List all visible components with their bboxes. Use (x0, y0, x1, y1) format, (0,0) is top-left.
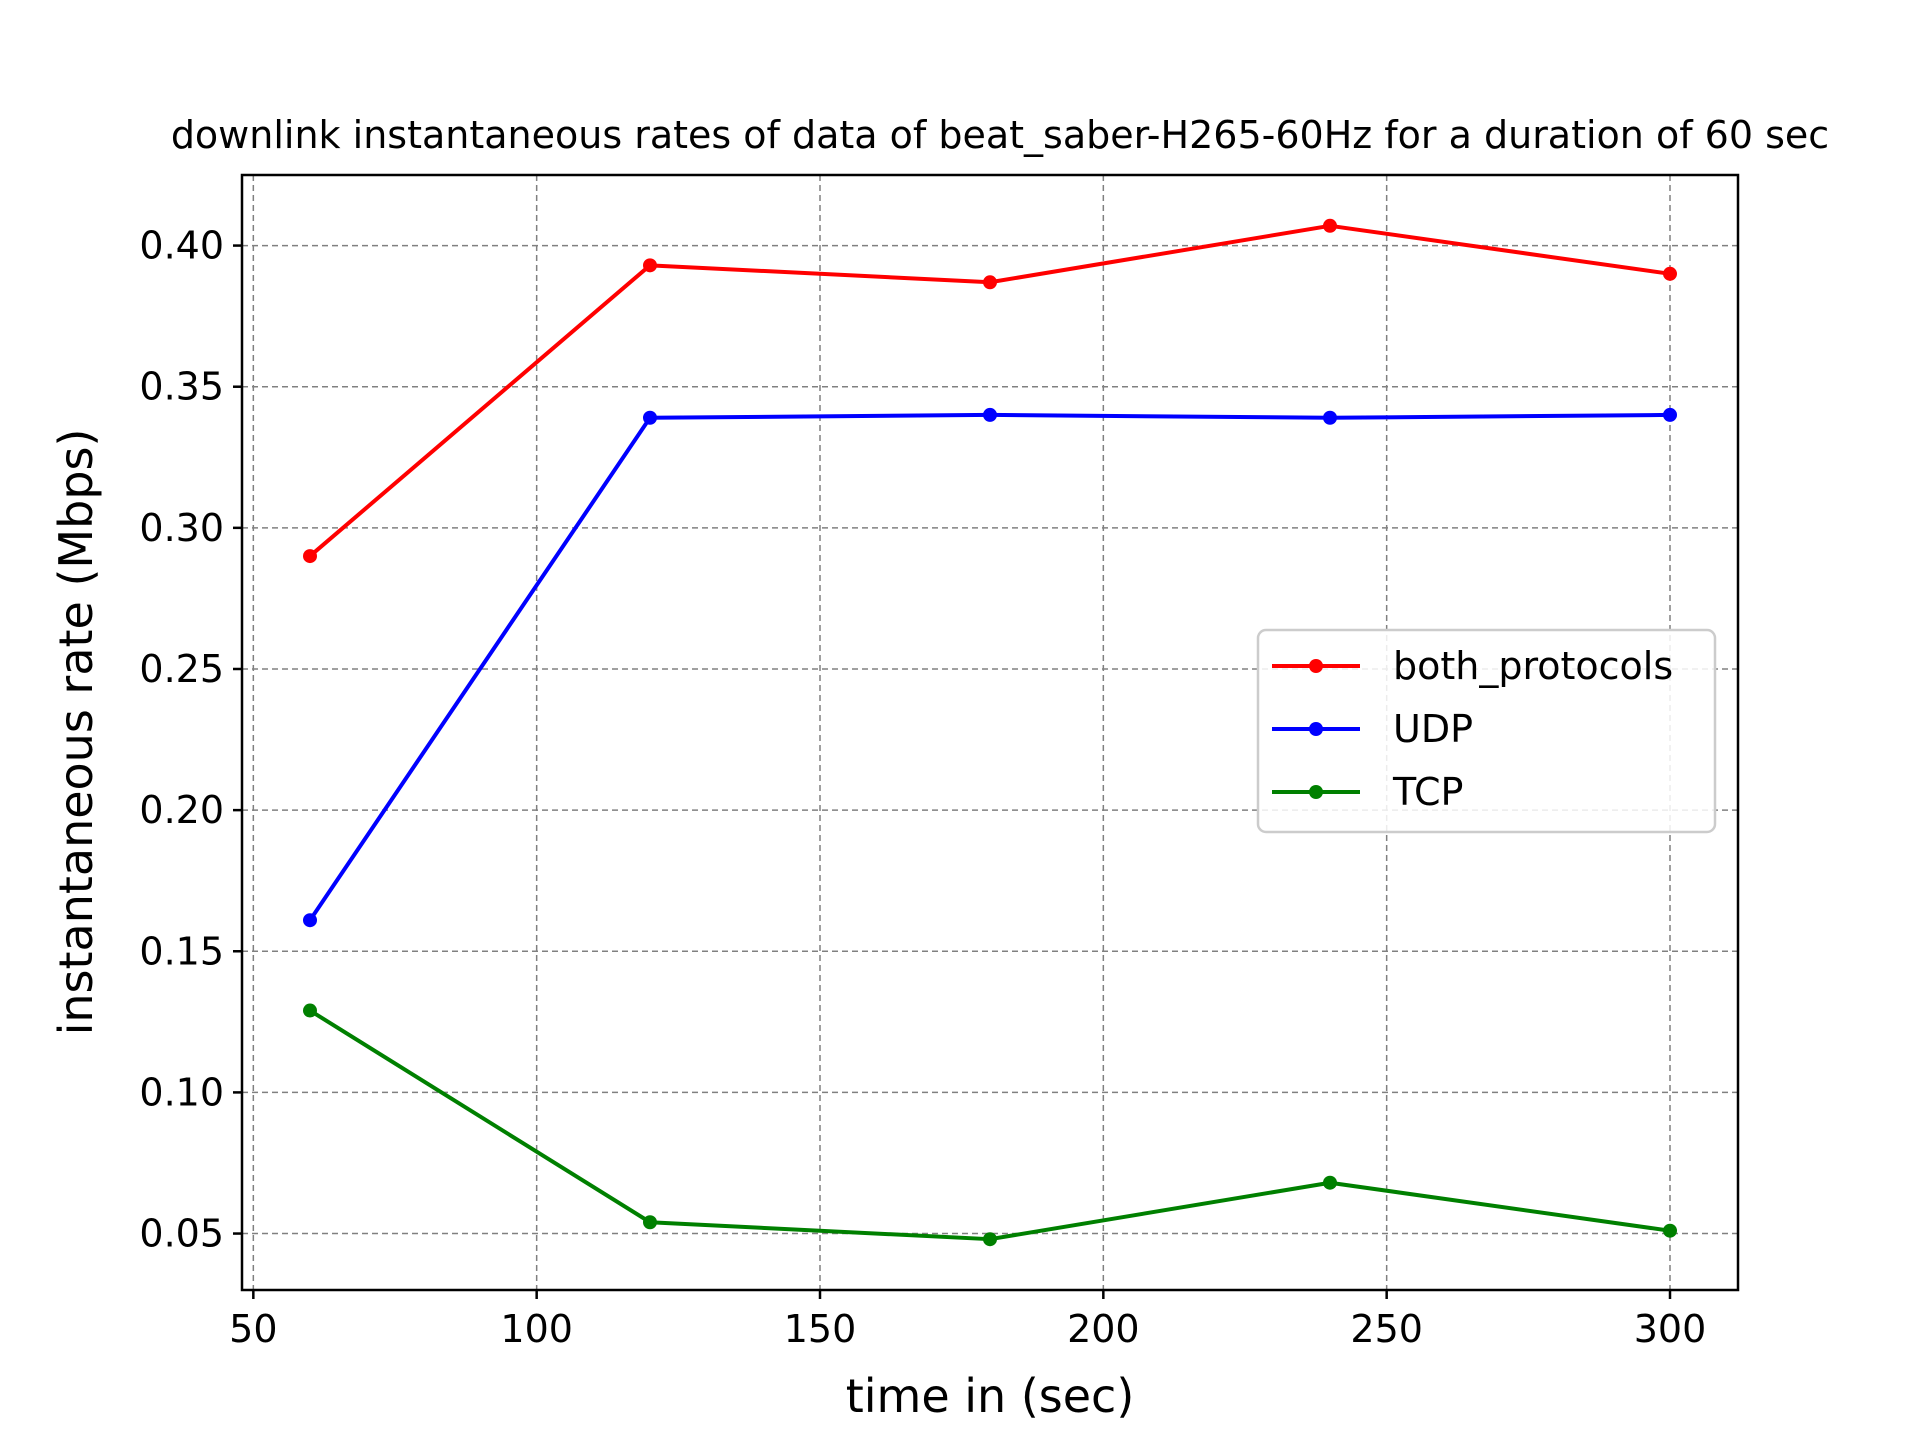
x-tick-label: 150 (784, 1307, 857, 1351)
data-point (983, 275, 997, 290)
y-tick-label: 0.15 (139, 929, 224, 973)
y-tick-label: 0.25 (139, 647, 224, 691)
legend-box (1256, 628, 1717, 834)
data-point (303, 1003, 317, 1018)
data-point (643, 1215, 657, 1230)
x-tick-label: 250 (1350, 1307, 1423, 1351)
legend-entry: both_protocols (1272, 644, 1673, 688)
series-line (308, 1008, 1671, 1242)
legend-marker (1309, 722, 1323, 736)
y-tick-label: 0.05 (139, 1212, 224, 1256)
legend-marker (1309, 785, 1323, 799)
series-lines (303, 218, 1677, 1247)
data-point (983, 1232, 997, 1247)
y-axis-label: instantaneous rate (Mbps) (49, 429, 103, 1036)
data-point (1663, 407, 1677, 422)
legend-marker (1309, 659, 1323, 673)
x-tick-label: 100 (500, 1307, 573, 1351)
y-tick-label: 0.40 (139, 224, 224, 268)
x-axis-label: time in (sec) (846, 1369, 1135, 1423)
y-axis-ticks: 0.05 0.10 0.15 0.20 0.25 0.30 0.35 0.40 (139, 224, 242, 1256)
series-udp (303, 407, 1677, 928)
legend-label: both_protocols (1393, 644, 1673, 688)
data-point (303, 913, 317, 928)
series-tcp (303, 1003, 1677, 1247)
legend-entry: UDP (1272, 707, 1473, 751)
data-point (983, 407, 997, 422)
legend: both_protocols UDP TCP (1256, 628, 1717, 834)
plot-area-frame (240, 173, 1740, 1292)
data-point (643, 258, 657, 273)
x-axis-ticks: 50 100 150 200 250 300 (229, 1290, 1706, 1351)
y-tick-label: 0.20 (139, 788, 224, 832)
data-point (1663, 266, 1677, 281)
legend-entry: TCP (1272, 770, 1463, 814)
x-tick-label: 50 (229, 1307, 277, 1351)
legend-entries: both_protocols UDP TCP (1272, 644, 1673, 814)
data-point (1323, 1175, 1337, 1190)
y-tick-label: 0.30 (139, 506, 224, 550)
data-point (1663, 1223, 1677, 1238)
legend-label: TCP (1392, 770, 1463, 814)
data-point (303, 549, 317, 564)
data-point (643, 410, 657, 425)
data-point (1323, 218, 1337, 233)
y-tick-label: 0.35 (139, 365, 224, 409)
x-tick-label: 200 (1067, 1307, 1140, 1351)
chart-title: downlink instantaneous rates of data of … (171, 113, 1829, 157)
series-both-protocols (303, 218, 1677, 564)
legend-label: UDP (1393, 707, 1473, 751)
x-tick-label: 300 (1634, 1307, 1707, 1351)
data-point (1323, 410, 1337, 425)
y-tick-label: 0.10 (139, 1070, 224, 1114)
